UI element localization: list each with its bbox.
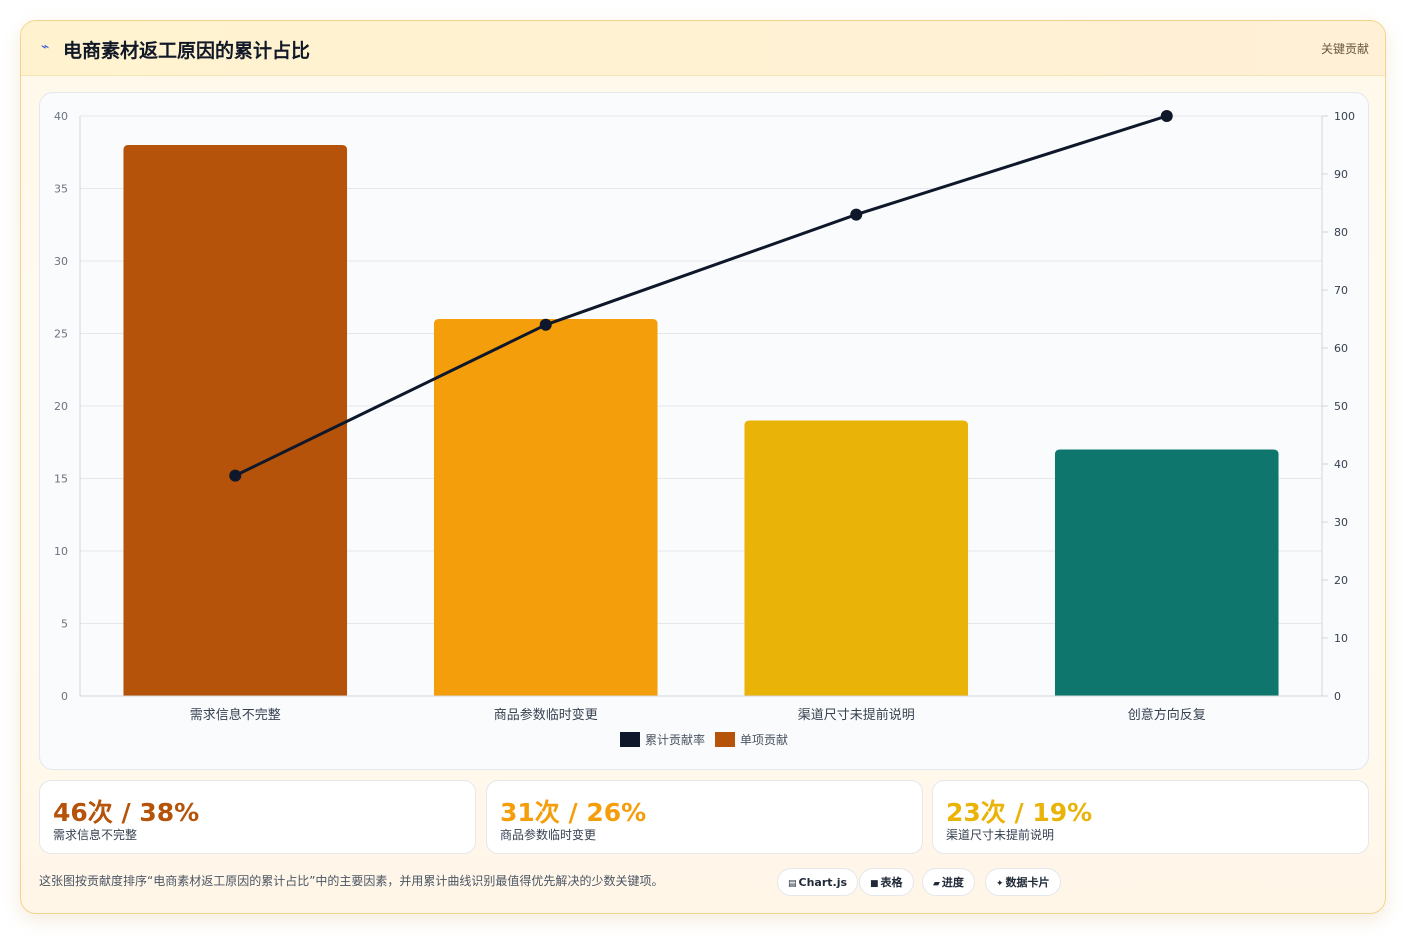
x-tick-label: 创意方向反复 xyxy=(1128,707,1206,723)
legend-label-2: 单项贡献 xyxy=(740,732,788,747)
chart-card: ⌁ 电商素材返工原因的累计占比 关键贡献 0 5 10 15 20 25 30 35 40 0 10… xyxy=(20,20,1386,914)
cumulative-point-4 xyxy=(1160,110,1173,122)
chart-title: 电商素材返工原因的累计占比 xyxy=(63,40,311,62)
stat-label-1: 需求信息不完整 xyxy=(53,828,138,842)
stat-value-3: 23次 / 19% xyxy=(946,798,1093,827)
y-left-tick-label: 25 xyxy=(54,328,68,341)
stat-value-2: 31次 / 26% xyxy=(500,798,647,827)
legend-swatch-2 xyxy=(715,732,735,747)
y-right-tick-label: 40 xyxy=(1334,458,1348,471)
stat-card-3: 23次 / 19% 渠道尺寸未提前说明 xyxy=(932,780,1369,854)
stat-card-1: 46次 / 38% 需求信息不完整 xyxy=(39,780,476,854)
stat-label-2: 商品参数临时变更 xyxy=(500,828,597,842)
stat-label-3: 渠道尺寸未提前说明 xyxy=(946,828,1055,842)
y-left-tick-label: 20 xyxy=(54,400,68,413)
x-tick-label: 需求信息不完整 xyxy=(190,707,281,723)
table-icon: ■ xyxy=(870,879,879,889)
chart-icon: ▤ xyxy=(788,879,797,889)
y-right-tick-label: 30 xyxy=(1334,516,1348,529)
x-tick-label: 商品参数临时变更 xyxy=(494,707,598,723)
y-left-tick-label: 0 xyxy=(61,690,68,703)
bar-2 xyxy=(433,319,658,696)
y-right-tick-label: 10 xyxy=(1334,632,1348,645)
bar-1 xyxy=(123,145,348,696)
chart-footnote: 这张图按贡献度排序“电商素材返工原因的累计占比”中的主要因素，并用累计曲线识别最… xyxy=(39,874,664,888)
y-right-tick-label: 0 xyxy=(1334,690,1341,703)
stat-value-1: 46次 / 38% xyxy=(53,798,200,827)
cumulative-point-1 xyxy=(229,469,242,482)
stat-card-2: 31次 / 26% 商品参数临时变更 xyxy=(486,780,923,854)
pill-data-card[interactable]: ✦ 数据卡片 xyxy=(985,868,1061,896)
pareto-chart: 0 5 10 15 20 25 30 35 40 0 10 20 30 40 50 60 70 80 90 100 需求… xyxy=(54,110,1355,747)
y-right-tick-label: 70 xyxy=(1334,284,1348,297)
legend-label-1: 累计贡献率 xyxy=(645,732,705,747)
legend-swatch-1 xyxy=(620,732,640,747)
card-header: ⌁ 电商素材返工原因的累计占比 关键贡献 xyxy=(21,21,1385,76)
y-left-tick-label: 5 xyxy=(61,618,68,631)
progress-icon: ▰ xyxy=(933,879,940,889)
y-left-tick-label: 40 xyxy=(54,110,68,123)
lightning-icon: ⌁ xyxy=(41,39,50,55)
bar-4 xyxy=(1054,449,1279,696)
chart-panel: 0 5 10 15 20 25 30 35 40 0 10 20 30 40 50 60 70 80 90 100 需求… xyxy=(39,92,1369,770)
y-right-tick-label: 60 xyxy=(1334,342,1348,355)
pill-table[interactable]: ■ 表格 xyxy=(859,868,914,896)
y-right-tick-label: 20 xyxy=(1334,574,1348,587)
y-left-tick-label: 10 xyxy=(54,545,68,558)
cumulative-line xyxy=(234,114,1168,477)
y-right-tick-label: 50 xyxy=(1334,400,1348,413)
x-tick-label: 渠道尺寸未提前说明 xyxy=(798,707,915,723)
y-left-tick-label: 35 xyxy=(54,183,68,196)
header-badge: 关键贡献 xyxy=(1320,42,1369,56)
y-left-tick-label: 15 xyxy=(54,473,68,486)
y-right-tick-label: 90 xyxy=(1334,168,1348,181)
y-right-tick-label: 80 xyxy=(1334,226,1348,239)
pill-progress[interactable]: ▰ 进度 xyxy=(922,868,975,896)
pill-chartjs[interactable]: ▤ Chart.js xyxy=(777,868,859,896)
data-card-icon: ✦ xyxy=(996,879,1004,889)
y-right-tick-label: 100 xyxy=(1334,110,1355,123)
cumulative-point-2 xyxy=(539,318,552,331)
y-left-tick-label: 30 xyxy=(54,255,68,268)
cumulative-point-3 xyxy=(850,208,863,221)
bar-3 xyxy=(744,420,969,696)
